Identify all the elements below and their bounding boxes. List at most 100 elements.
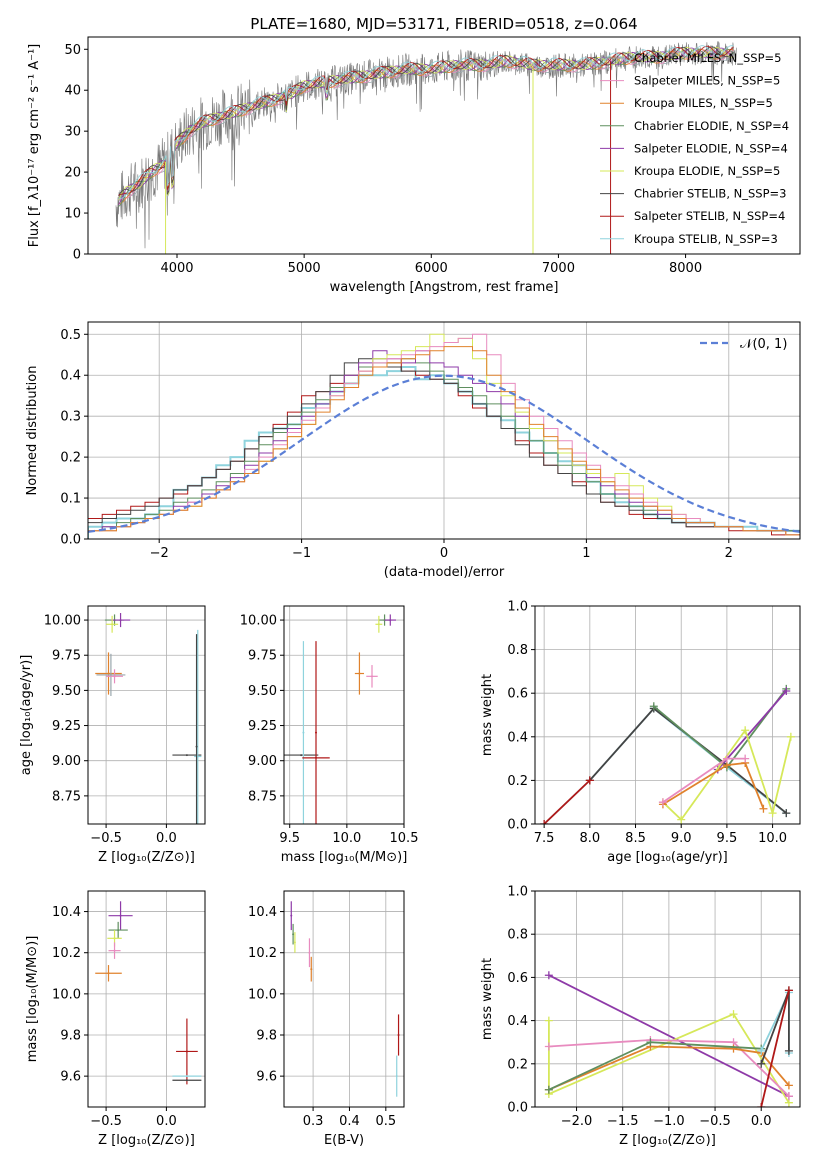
plot-area <box>284 614 396 824</box>
weight-line-kroupa_elodie <box>548 1012 790 1104</box>
y-tick-label: 9.00 <box>52 754 81 769</box>
panel-2: −2 −1 0 1 2 0.0 0.1 0.2 0.3 0.4 0.5 (data-model)/er… <box>25 321 801 580</box>
axes-frame <box>283 890 405 1108</box>
y-axis-label: Normed distribution <box>25 366 40 496</box>
x-tick-label: 0.5 <box>375 1114 396 1129</box>
y-tick-label: 20 <box>64 166 81 181</box>
x-tick-label: 10.0 <box>332 831 361 846</box>
plot-area <box>540 684 795 824</box>
weight-marker-salpeter_stelib <box>585 776 594 785</box>
weight-marker-chabrier_stelib <box>757 1059 766 1068</box>
model-spectrum-kroupa_stelib <box>118 45 734 200</box>
axes-frame <box>283 605 405 825</box>
weight-line-salpeter_elodie <box>548 974 790 1098</box>
x-tick-label: −2 <box>150 546 169 561</box>
y-tick-label: 10.4 <box>52 905 81 920</box>
y-axis-label: Flux [f_λ10⁻¹⁷ erg cm⁻² s⁻¹ A⁻¹] <box>27 44 42 248</box>
legend-label-salpeter_stelib: Salpeter STELIB, N_SSP=4 <box>634 209 785 223</box>
y-tick-label: 9.25 <box>52 719 81 734</box>
x-tick-label: −0.5 <box>90 1114 122 1129</box>
data-point-kroupa_elodie <box>293 941 296 944</box>
x-tick-label: 4000 <box>160 261 193 276</box>
plot-area <box>544 971 793 1107</box>
y-tick-label: 10.00 <box>240 614 277 629</box>
x-tick-label: −0.5 <box>90 831 122 846</box>
y-tick-label: 9.50 <box>52 684 81 699</box>
x-tick-label: 0.4 <box>339 1114 360 1129</box>
y-tick-label: 10.0 <box>248 987 277 1002</box>
x-tick-label: 7000 <box>542 261 575 276</box>
y-tick-label: 9.6 <box>60 1070 81 1085</box>
data-point-chabrier_stelib <box>185 1079 188 1082</box>
weight-marker-salpeter_stelib <box>784 986 793 995</box>
model-spectrum-salpeter_stelib <box>118 45 734 196</box>
y-tick-label: 10.2 <box>52 946 81 961</box>
weight-marker-salpeter_elodie <box>544 971 553 980</box>
weight-marker-salpeter_miles <box>658 798 667 807</box>
x-tick-label: −2.0 <box>561 1114 593 1129</box>
y-axis-label: age [log₁₀(age/yr)] <box>19 655 34 776</box>
y-tick-label: 0.0 <box>507 818 528 833</box>
legend-label-chabrier_stelib: Chabrier STELIB, N_SSP=3 <box>634 187 786 201</box>
data-point-salpeter_miles <box>113 949 116 952</box>
x-axis-label: E(B-V) <box>324 1133 364 1148</box>
data-point-kroupa_miles <box>107 672 110 675</box>
y-tick-label: 0.3 <box>60 410 81 425</box>
weight-line-kroupa_stelib <box>543 707 787 824</box>
weight-marker-salpeter_miles <box>722 754 731 763</box>
weight-marker-kroupa_miles <box>784 1081 793 1090</box>
weight-marker-salpeter_elodie <box>782 687 791 696</box>
weight-marker-salpeter_stelib <box>540 820 549 824</box>
weight-line-salpeter_stelib <box>543 779 591 824</box>
panel-1: 4000 5000 6000 7000 8000 0 10 20 30 40 50 wavelengt… <box>27 36 801 295</box>
data-point-chabrier_elodie <box>292 933 295 936</box>
x-tick-label: 1 <box>582 546 590 561</box>
y-tick-label: 9.8 <box>256 1029 277 1044</box>
y-tick-label: 1.0 <box>507 885 528 900</box>
x-tick-label: 6000 <box>415 261 448 276</box>
y-tick-label: 1.0 <box>507 600 528 615</box>
axes-frame <box>87 890 206 1108</box>
data-point-chabrier_stelib <box>185 754 188 757</box>
x-tick-label: −1.5 <box>607 1114 639 1129</box>
data-point-chabrier_stelib <box>300 754 303 757</box>
axes-frame <box>87 605 206 825</box>
x-tick-label: 9.5 <box>717 831 738 846</box>
weight-marker-kroupa_elodie <box>741 726 750 735</box>
plot-area <box>95 613 202 824</box>
axes-frame <box>534 890 801 1108</box>
weight-marker-kroupa_elodie <box>729 1010 738 1019</box>
y-tick-label: 0.4 <box>60 369 81 384</box>
data-point-kroupa_stelib <box>395 1075 398 1078</box>
y-tick-label: 0 <box>73 248 81 263</box>
x-tick-label: 9.0 <box>671 831 692 846</box>
plot-area <box>290 901 400 1097</box>
y-tick-label: 9.6 <box>256 1070 277 1085</box>
x-tick-label: 10.0 <box>758 831 787 846</box>
y-tick-label: 0.2 <box>507 774 528 789</box>
y-tick-label: 9.75 <box>52 649 81 664</box>
x-tick-label: 8.0 <box>579 831 600 846</box>
data-point-kroupa_miles <box>310 968 313 971</box>
normal-curve-line <box>88 374 800 533</box>
y-tick-label: 0.8 <box>507 643 528 658</box>
weight-marker-kroupa_elodie <box>786 732 795 741</box>
y-tick-label: 0.1 <box>60 492 81 507</box>
weight-line-salpeter_elodie <box>717 690 787 771</box>
data-point-salpeter_elodie <box>119 914 122 917</box>
y-tick-label: 0.0 <box>60 533 81 548</box>
x-axis-label: mass [log₁₀(M/M⊙)] <box>281 850 408 865</box>
weight-marker-kroupa_miles <box>759 804 768 813</box>
y-tick-label: 0.4 <box>507 730 528 745</box>
y-tick-label: 30 <box>64 125 81 140</box>
y-tick-label: 0.2 <box>60 451 81 466</box>
data-point-kroupa_stelib <box>302 731 305 734</box>
panel-8: −2.0 −1.5 −1.0 −0.5 0.0 0.0 0.2 0.4 0.6 0.8 1.0 Z [… <box>480 885 801 1148</box>
x-tick-label: 5000 <box>288 261 321 276</box>
data-point-kroupa_stelib <box>185 1075 188 1078</box>
weight-marker-kroupa_miles <box>729 1044 738 1053</box>
weight-marker-salpeter_stelib <box>757 1103 766 1107</box>
y-tick-label: 9.8 <box>60 1029 81 1044</box>
x-tick-label: −0.5 <box>699 1114 731 1129</box>
y-tick-label: 10.0 <box>52 987 81 1002</box>
